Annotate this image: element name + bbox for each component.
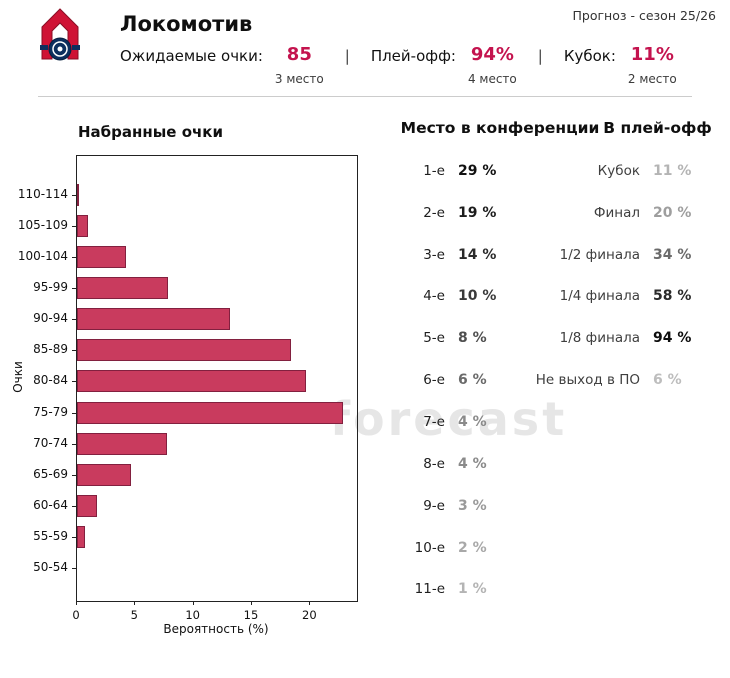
row-label: Кубок [597,162,640,179]
x-tick-label: 20 [302,608,317,622]
row-label: 9-е [423,497,445,514]
stat-expected-points: Ожидаемые очки: 85 3 место [120,44,324,86]
y-tick-label: 55-59 [33,528,68,543]
row-label: Не выход в ПО [535,372,640,389]
x-axis-label: Вероятность (%) [163,622,269,636]
table-row: 11-е 1 % [395,568,605,610]
playoff-place: 4 место [467,72,517,86]
table-row: Кубок 11 % [535,150,730,192]
x-tick-label: 0 [72,608,80,622]
team-logo-icon [40,8,80,61]
y-tick-label: 60-64 [33,497,68,512]
row-label: 5-е [423,330,445,347]
row-probability-value: 6 % [653,372,682,389]
playoff-table: Кубок 11 % Финал 20 % 1/2 финала 34 % 1/4 фина… [535,150,730,401]
row-label: 1/4 финала [559,288,640,305]
y-tick-label: 90-94 [33,311,68,326]
table-row: 3-е 14 % [395,234,605,276]
table-row: 1-е 29 % [395,150,605,192]
row-label: 4-е [423,288,445,305]
y-axis-label: Очки [11,361,25,393]
row-probability-value: 4 % [458,413,487,430]
playoff-panel-title: В плей-офф [603,119,712,137]
table-row: Не выход в ПО 6 % [535,359,730,401]
chart-title: Набранные очки [78,123,223,141]
x-tick-label: 5 [130,608,138,622]
stats-separator: | [344,47,350,65]
cup-place: 2 место [627,72,677,86]
row-label: 11-е [414,581,445,598]
stats-separator: | [537,47,543,65]
row-probability-value: 1 % [458,581,487,598]
row-probability-value: 8 % [458,330,487,347]
expected-points-value: 85 [286,44,312,65]
x-tick-label: 10 [185,608,200,622]
row-probability-value: 10 % [458,288,497,305]
row-probability-value: 4 % [458,455,487,472]
row-probability-value: 2 % [458,539,487,556]
y-tick-label: 105-109 [17,218,68,233]
cup-label: Кубок: [563,47,616,65]
table-row: 9-е 3 % [395,485,605,527]
table-row: 4-е 10 % [395,276,605,318]
row-label: Финал [593,204,640,221]
table-row: 5-е 8 % [395,317,605,359]
table-row: 1/4 финала 58 % [535,276,730,318]
row-label: 3-е [423,246,445,263]
row-probability-value: 3 % [458,497,487,514]
table-row: 2-е 19 % [395,192,605,234]
y-tick-label: 85-89 [33,342,68,357]
row-probability-value: 34 % [653,246,692,263]
row-label: 1/2 финала [559,246,640,263]
row-label: 1-е [423,162,445,179]
stat-playoff: Плей-офф: 94% 4 место [371,44,517,86]
y-tick-label: 65-69 [33,466,68,481]
y-tick-label: 50-54 [33,559,68,574]
row-probability-value: 58 % [653,288,692,305]
row-label: 2-е [423,204,445,221]
table-row: Финал 20 % [535,192,730,234]
row-label: 8-е [423,455,445,472]
stat-cup: Кубок: 11% 2 место [564,44,677,86]
team-title: Локомотив [120,12,253,36]
playoff-value: 94% [470,44,514,65]
expected-points-place: 3 место [274,72,324,86]
table-row: 10-е 2 % [395,527,605,569]
table-row: 8-е 4 % [395,443,605,485]
conference-panel-title: Место в конференции [400,119,600,137]
row-probability-value: 11 % [653,162,692,179]
row-probability-value: 19 % [458,204,497,221]
header-divider [38,96,692,97]
expected-points-label: Ожидаемые очки: [120,47,263,65]
row-probability-value: 14 % [458,246,497,263]
row-label: 7-е [423,413,445,430]
table-row: 1/2 финала 34 % [535,234,730,276]
row-probability-value: 20 % [653,204,692,221]
y-tick-label: 95-99 [33,280,68,295]
forecast-season-label: Прогноз - сезон 25/26 [572,8,717,23]
row-label: 1/8 финала [559,330,640,347]
y-tick-label: 75-79 [33,404,68,419]
table-row: 1/8 финала 94 % [535,317,730,359]
row-probability-value: 29 % [458,162,497,179]
y-tick-label: 100-104 [17,249,68,264]
conference-table: 1-е 29 % 2-е 19 % 3-е 14 % 4-е 10 % 5-е 8 % 6-е 6 %… [395,150,605,610]
y-tick-label: 70-74 [33,435,68,450]
points-distribution-plot-frame [76,155,358,602]
row-probability-value: 6 % [458,372,487,389]
cup-value: 11% [630,44,674,65]
row-label: 10-е [414,539,445,556]
row-label: 6-е [423,372,445,389]
header-stats: Ожидаемые очки: 85 3 место | Плей-офф: 9… [120,44,677,86]
y-tick-label: 110-114 [17,187,68,201]
table-row: 6-е 6 % [395,359,605,401]
table-row: 7-е 4 % [395,401,605,443]
x-tick-label: 15 [243,608,259,622]
row-probability-value: 94 % [653,330,692,347]
playoff-label: Плей-офф: [370,47,456,65]
